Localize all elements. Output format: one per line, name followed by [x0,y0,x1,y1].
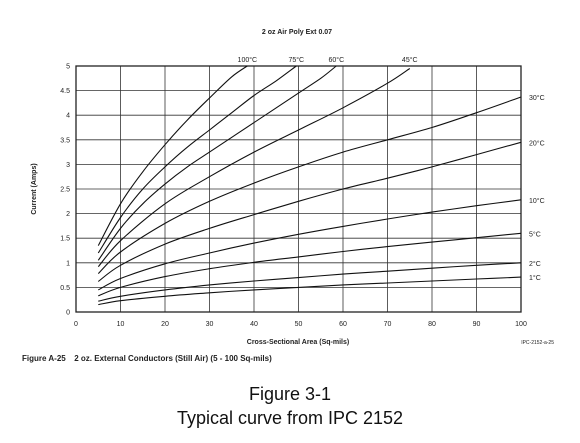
figure-caption: Figure A-25 2 oz. External Conductors (S… [22,354,272,363]
x-tick-label: 100 [515,321,527,328]
series-line-5c [98,232,522,297]
x-axis-label: Cross-Sectional Area (Sq-mils) [247,339,349,346]
x-tick-labels: 0 10 20 30 40 50 60 70 80 90 100 [74,321,527,328]
series-label-2c: 2°C [529,260,541,268]
series-label-10c: 10°C [529,197,545,205]
x-tick-label: 50 [295,321,303,328]
series-label-60c: 60°C [329,56,345,64]
series-label-45c: 45°C [402,56,418,64]
y-tick-label: 4.5 [60,88,70,95]
chart-footnote: IPC-2152-a-25 [521,340,554,346]
series-label-75c: 75°C [288,56,304,64]
series-line-10c [98,199,522,291]
series-line-60c [97,65,337,261]
x-tick-label: 90 [473,321,481,328]
series-label-100c: 100°C [238,56,258,64]
x-tick-label: 0 [74,321,78,328]
series-labels: 100°C 75°C 60°C 45°C 30°C 20°C 10°C 5°C 2°C 1°C [238,56,545,282]
y-tick-label: 3 [66,162,70,169]
series-label-30c: 30°C [529,94,545,102]
series-line-2c [98,262,522,302]
x-tick-label: 80 [428,321,436,328]
y-tick-label: 4 [66,113,70,120]
y-axis-label: Current (Amps) [31,163,38,214]
chart: 2 oz Air Poly Ext 0.07 0 10 20 30 40 50 60 70 80… [31,29,554,346]
series-line-20c [97,141,522,282]
series-label-5c: 5°C [529,230,541,238]
x-tick-label: 60 [339,321,347,328]
y-tick-label: 5 [66,64,70,71]
caption-figure-number: Figure 3-1 [248,384,332,404]
x-tick-label: 30 [206,321,214,328]
series-line-100c [97,65,248,246]
y-tick-label: 0 [66,310,70,317]
figure-caption-text: 2 oz. External Conductors (Still Air) (5… [74,354,272,363]
series-lines [97,65,522,306]
y-tick-label: 1.5 [60,236,70,243]
x-tick-label: 40 [250,321,258,328]
plot-frame [75,65,522,313]
x-tick-label: 20 [161,321,169,328]
series-line-75c [97,65,297,254]
grid [76,66,521,312]
y-tick-label: 2 [66,211,70,218]
x-tick-label: 10 [117,321,125,328]
caption-description: Typical curve from IPC 2152 [176,408,404,428]
chart-title: 2 oz Air Poly Ext 0.07 [262,29,332,36]
y-tick-label: 0.5 [60,285,70,292]
figure-number: Figure A-25 [22,354,66,363]
y-tick-labels: 0 0.5 1 1.5 2 2.5 3 3.5 4 4.5 5 [60,64,70,317]
series-line-30c [97,96,522,274]
y-tick-label: 1 [66,260,70,267]
y-tick-label: 3.5 [60,137,70,144]
series-label-20c: 20°C [529,139,545,147]
series-label-1c: 1°C [529,274,541,282]
x-tick-label: 70 [384,321,392,328]
series-line-1c [98,276,522,306]
series-line-45c [97,68,411,268]
y-tick-label: 2.5 [60,187,70,194]
